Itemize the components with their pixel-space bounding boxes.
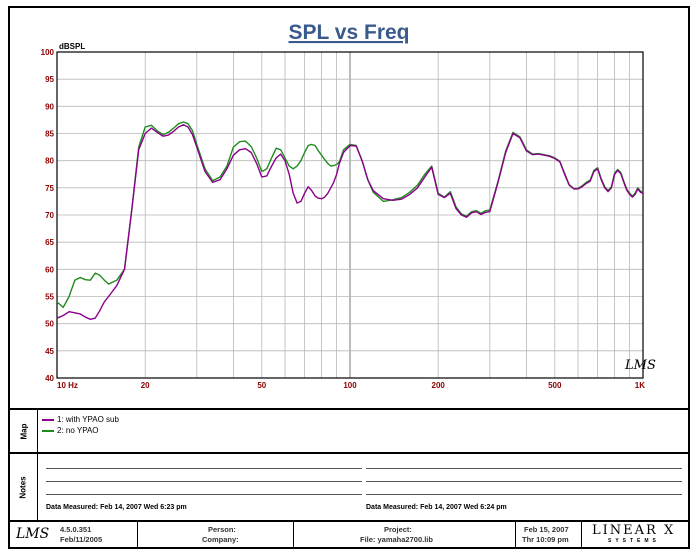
- y-tick-label: 40: [45, 374, 54, 383]
- footer-project-cell: Project: File: yamaha2700.lib: [294, 522, 516, 547]
- map-section: Map 1: with YPAO sub 2: no YPAO: [10, 408, 688, 452]
- notes-section: Notes Data Measured: Feb 14, 2007 Wed 6:…: [10, 452, 688, 520]
- footer-lms-logo: LMS: [16, 526, 50, 542]
- x-tick-label: 50: [257, 381, 266, 390]
- legend-label-2: 2: no YPAO: [57, 426, 99, 435]
- note-line: [366, 481, 682, 482]
- legend-swatch-1: [42, 418, 54, 421]
- grid: [56, 51, 644, 379]
- footer-person-cell: Person: Company:: [138, 522, 294, 547]
- footer-date-cell: Feb 15, 2007 Thr 10:09 pm: [516, 522, 582, 547]
- corner-lms-logo: LMS: [624, 358, 656, 373]
- linearx-logo-sub: SYSTEMS: [608, 538, 660, 544]
- y-tick-label: 50: [45, 320, 54, 329]
- footer-date: Feb 15, 2007: [524, 525, 569, 534]
- x-tick-label: 1K: [635, 381, 645, 390]
- y-axis-label: dBSPL: [59, 42, 85, 51]
- footer-time: Thr 10:09 pm: [522, 535, 569, 544]
- x-tick-label: 500: [548, 381, 562, 390]
- x-tick-label: 100: [343, 381, 357, 390]
- legend-item-2: 2: no YPAO: [42, 426, 99, 435]
- footer-file-label: File: yamaha2700.lib: [360, 535, 433, 544]
- linearx-logo: LINEAR X: [592, 523, 676, 538]
- x-tick-label: 20: [141, 381, 150, 390]
- note-line: [366, 494, 682, 495]
- chart-title: SPL vs Freq: [289, 21, 410, 44]
- note-line: [366, 468, 682, 469]
- footer: LMS 4.5.0.351 Feb/11/2005 Person: Compan…: [10, 520, 688, 547]
- note-line: [46, 481, 362, 482]
- footer-project-label: Project:: [384, 525, 412, 534]
- axes: 40 45 50 55 60 65 70 75 80 85 90 95 100 dBSPL 10 Hz 20 5…: [41, 42, 646, 390]
- legend-swatch-2: [42, 429, 54, 432]
- y-tick-label: 70: [45, 211, 54, 220]
- y-tick-label: 55: [45, 293, 54, 302]
- y-tick-label: 75: [45, 184, 54, 193]
- y-tick-label: 65: [45, 238, 54, 247]
- y-tick-label: 90: [45, 102, 54, 111]
- y-tick-label: 45: [45, 347, 54, 356]
- y-tick-label: 60: [45, 265, 54, 274]
- x-tick-label: 10 Hz: [57, 381, 78, 390]
- legend-label-1: 1: with YPAO sub: [57, 415, 119, 424]
- footer-company-label: Company:: [202, 535, 239, 544]
- y-tick-label: 80: [45, 157, 54, 166]
- plot-border: [56, 51, 644, 379]
- notes-side-label: Notes: [10, 454, 38, 520]
- series-line-2: [56, 121, 644, 309]
- y-tick-label: 100: [41, 48, 55, 57]
- footer-brand-cell: LINEAR X SYSTEMS: [582, 522, 688, 547]
- data-measured-left: Data Measured: Feb 14, 2007 Wed 6:23 pm: [46, 504, 187, 511]
- footer-version-cell: LMS 4.5.0.351 Feb/11/2005: [10, 522, 138, 547]
- data-measured-right: Data Measured: Feb 14, 2007 Wed 6:24 pm: [366, 504, 507, 511]
- series-line-1: [56, 124, 644, 320]
- footer-person-label: Person:: [208, 525, 236, 534]
- note-line: [46, 494, 362, 495]
- legend-item-1: 1: with YPAO sub: [42, 415, 119, 424]
- map-side-label: Map: [10, 410, 38, 452]
- y-tick-label: 85: [45, 130, 54, 139]
- footer-version: 4.5.0.351: [60, 525, 92, 534]
- footer-build-date: Feb/11/2005: [60, 535, 103, 544]
- series-layer: [56, 121, 644, 320]
- x-tick-label: 200: [432, 381, 446, 390]
- note-line: [46, 468, 362, 469]
- chart: SPL vs Freq 40 45 50 55 60 65 70 75 80 85 90 95 100 d…: [41, 21, 656, 390]
- y-tick-label: 95: [45, 75, 54, 84]
